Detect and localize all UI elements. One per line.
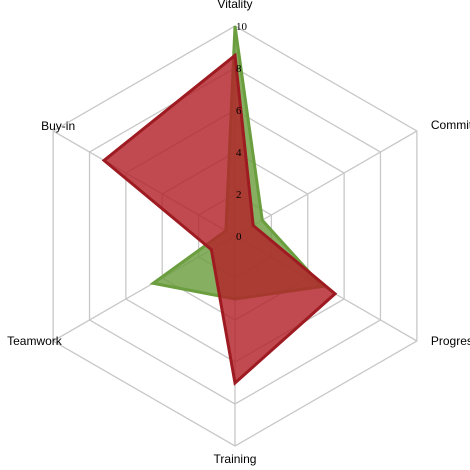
series-layer <box>101 25 338 386</box>
tick-label-2: 2 <box>236 189 242 201</box>
tick-label-0: 0 <box>236 231 242 243</box>
axis-label-commitment: Commit <box>431 118 470 132</box>
axis-label-buy-in: Buy-in <box>41 119 75 133</box>
tick-label-8: 8 <box>236 63 242 75</box>
tick-label-6: 6 <box>236 105 242 117</box>
axis-label-training: Training <box>214 452 257 466</box>
axis-label-vitality: Vitality <box>217 0 252 11</box>
tick-label-4: 4 <box>236 147 242 159</box>
series-2-area <box>101 52 338 386</box>
axis-label-teamwork: Teamwork <box>7 334 63 348</box>
tick-labels: 0 2 4 6 8 10 <box>236 21 248 243</box>
axis-label-progress: Progres <box>431 334 470 348</box>
axis-labels: Vitality Commit Progres Training Teamwork Buy… <box>7 0 470 466</box>
spoke-commitment <box>234 130 418 237</box>
tick-label-10: 10 <box>236 21 248 33</box>
